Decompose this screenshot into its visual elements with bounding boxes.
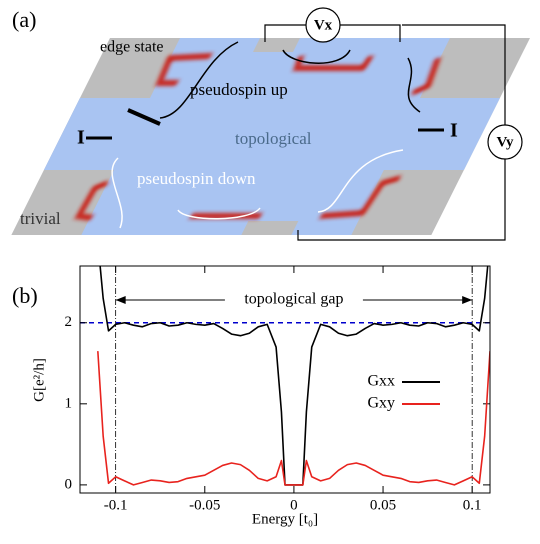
panel-label: (a): [12, 7, 36, 32]
plot-lines: [97, 266, 490, 486]
x-axis-label: Energy [t₀]: [252, 511, 318, 527]
sample: [11, 38, 530, 235]
current-label: I: [77, 127, 85, 149]
legend-label: Gxx: [367, 373, 395, 390]
x-tick-label: -0.05: [189, 497, 220, 513]
edge-states: [74, 53, 442, 221]
voltage-label: Vx: [314, 17, 333, 33]
y-tick-label: 1: [65, 395, 73, 411]
pseudospin-down-label: pseudospin down: [137, 169, 256, 188]
panel-label: (b): [12, 283, 38, 308]
x-tick-label: -0.1: [104, 497, 128, 513]
current-label: I: [450, 120, 458, 142]
plot-frame: [79, 265, 491, 494]
y-tick-label: 0: [65, 476, 73, 492]
x-tick-label: 0: [290, 497, 298, 513]
legend-label: Gxy: [367, 395, 395, 412]
line-series: [97, 351, 490, 486]
pseudospin-up-label: pseudospin up: [190, 80, 288, 99]
topological-region: [43, 98, 500, 170]
wires: [264, 7, 523, 241]
topological-label: topological: [235, 129, 312, 148]
voltage-label: Vy: [497, 134, 514, 150]
device-diagram: (a) edge state pseudospin up topological…: [11, 7, 530, 241]
gap-notch: [241, 221, 299, 235]
y-tick-label: 2: [65, 314, 73, 330]
label-bg: [224, 290, 363, 310]
line-series: [99, 266, 489, 486]
gap-label: topological gap: [244, 291, 343, 308]
chart: (b) Energy [t₀] G[e²/h] topological gap 0…: [12, 265, 491, 527]
trivial-label: trivial: [20, 209, 61, 228]
x-tick-label: 0.05: [370, 497, 396, 513]
x-tick-label: 0.1: [463, 497, 482, 513]
y-axis-label: G[e²/h]: [31, 358, 47, 402]
edge-state-label: edge state: [100, 39, 164, 56]
gap-notch: [252, 38, 300, 52]
arrows: [86, 41, 444, 229]
